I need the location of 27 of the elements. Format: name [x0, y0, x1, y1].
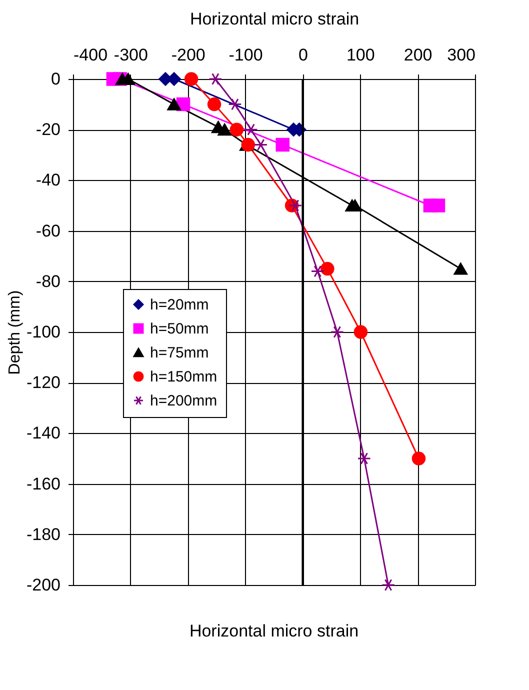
- y-tick-label: -60: [36, 221, 60, 240]
- x-tick-label: -100: [228, 46, 263, 64]
- x-tick-label: 200: [404, 46, 432, 64]
- x-tick-label: -200: [171, 46, 206, 64]
- legend-label: h=200mm: [150, 392, 218, 410]
- y-tick-label: -40: [36, 170, 60, 190]
- y-tick-label: 0: [51, 70, 60, 88]
- x-tick-label: 0: [298, 46, 308, 64]
- x-tick-label: -300: [114, 46, 148, 64]
- y-tick-label: -140: [26, 424, 60, 443]
- legend-label: h=50mm: [150, 320, 209, 338]
- y-tick-label: -200: [26, 576, 60, 594]
- chart-title: Horizontal micro strain: [190, 10, 360, 28]
- y-tick-label: -100: [26, 322, 60, 342]
- y-axis-title: Depth (mm): [6, 290, 24, 375]
- legend-label: h=20mm: [150, 296, 209, 314]
- legend-label: h=75mm: [150, 344, 209, 362]
- y-tick-label: -180: [26, 524, 60, 544]
- x-tick-label: -400: [74, 46, 108, 64]
- y-tick-label: -160: [26, 474, 60, 494]
- y-tick-label: -20: [36, 120, 60, 140]
- x-axis-title: Horizontal micro strain: [189, 621, 359, 640]
- legend-label: h=150mm: [150, 368, 218, 386]
- x-tick-label: 300: [447, 46, 476, 64]
- y-tick-label: -80: [36, 272, 60, 291]
- x-tick-label: 100: [346, 46, 375, 64]
- y-tick-label: -120: [26, 373, 60, 392]
